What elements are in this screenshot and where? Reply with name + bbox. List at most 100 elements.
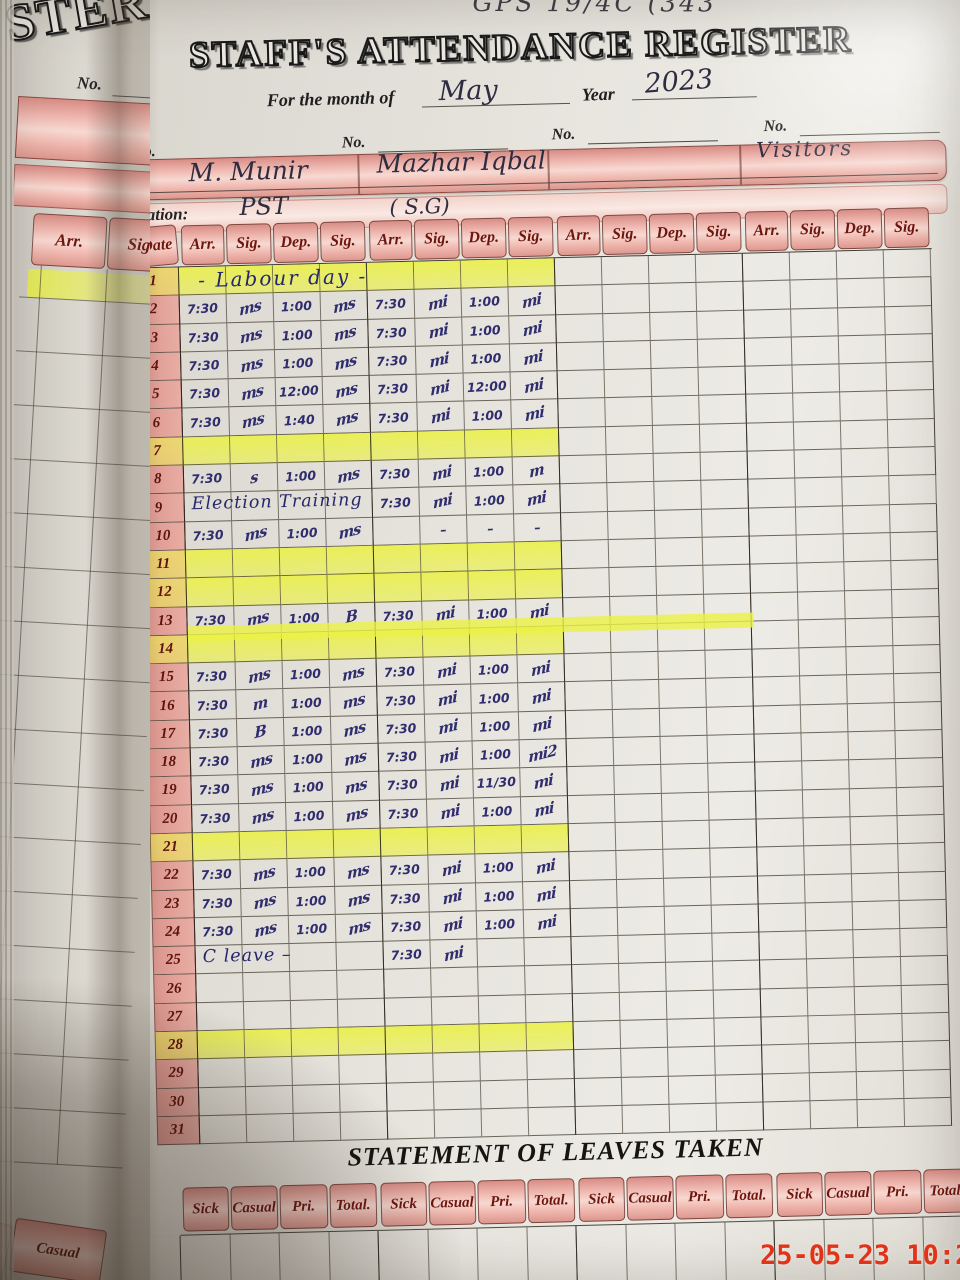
date-cell: 23 <box>151 889 195 920</box>
attendance-cell <box>893 645 942 675</box>
attendance-cell: 7:30 <box>367 318 416 348</box>
attendance-cell: 1:00 <box>465 457 514 487</box>
attendance-cell <box>567 822 617 853</box>
attendance-cell <box>469 627 518 657</box>
time-entry: 1:00 <box>483 887 516 905</box>
time-entry: 1:00 <box>288 609 321 627</box>
band-separator <box>739 145 743 185</box>
no-label-3: No. <box>551 125 576 144</box>
attendance-cell <box>659 679 707 709</box>
attendance-cell <box>851 872 900 903</box>
attendance-cell: mi <box>518 710 567 741</box>
attendance-cell <box>289 942 338 973</box>
attendance-cell <box>191 832 241 862</box>
time-entry: 7:30 <box>387 805 420 822</box>
signature-scribble: ms <box>335 378 357 403</box>
attendance-cell <box>560 511 609 542</box>
attendance-cell: mi <box>509 314 557 345</box>
attendance-column-header: Sig. <box>413 218 460 260</box>
signature-scribble: ms <box>251 804 274 829</box>
attendance-cell <box>896 758 944 788</box>
time-entry: 7:30 <box>200 866 233 884</box>
attendance-cell: 1:00 <box>472 740 521 770</box>
time-entry: 1:00 <box>286 524 319 542</box>
date-cell: 31 <box>156 1116 201 1146</box>
attendance-cell <box>233 576 282 606</box>
date-cell: 14 <box>144 635 189 665</box>
attendance-cell <box>566 766 615 796</box>
attendance-cell <box>621 1076 670 1106</box>
attendance-cell <box>806 930 854 960</box>
attendance-cell <box>809 1071 858 1102</box>
attendance-cell <box>369 431 419 461</box>
attendance-cell: 7:30 <box>193 916 243 947</box>
signature-scribble: mi <box>443 913 463 938</box>
attendance-cell: 7:30 <box>188 718 238 749</box>
attendance-cell <box>695 253 744 284</box>
attendance-cell <box>568 851 617 881</box>
attendance-cell <box>648 254 697 285</box>
attendance-cell <box>885 305 933 336</box>
attendance-cell: ms <box>322 376 371 406</box>
attendance-cell <box>900 956 949 986</box>
attendance-cell <box>658 650 707 681</box>
attendance-cell <box>793 392 841 423</box>
signature-scribble: mi <box>428 319 449 344</box>
attendance-cell <box>417 430 466 460</box>
attendance-cell: 12:00 <box>275 377 324 407</box>
attendance-cell: mi <box>429 911 478 941</box>
attendance-cell <box>521 824 570 854</box>
signature-scribble: mi <box>522 317 543 341</box>
attendance-cell: 1:00 <box>471 683 519 714</box>
date-cell: 13 <box>144 606 188 637</box>
attendance-cell <box>563 653 613 683</box>
attendance-cell <box>339 1054 387 1085</box>
time-entry: 7:30 <box>382 607 415 624</box>
attendance-cell <box>791 307 839 338</box>
attendance-cell <box>842 476 890 506</box>
attendance-cell <box>754 761 803 792</box>
attendance-cell <box>697 310 745 340</box>
signature-scribble: ms <box>241 408 264 433</box>
attendance-cell <box>668 1046 716 1077</box>
attendance-cell <box>374 629 424 659</box>
attendance-column-header: Arr. <box>744 210 789 252</box>
left-page-grid-line <box>0 1051 129 1061</box>
attendance-cell <box>480 1079 529 1110</box>
attendance-cell: 7:30 <box>378 799 428 829</box>
attendance-cell: 1:00 <box>466 485 515 516</box>
date-cell: 26 <box>153 974 197 1005</box>
attendance-cell: ms <box>321 319 369 349</box>
attendance-cell <box>699 395 747 425</box>
time-entry: 1:00 <box>479 746 512 763</box>
attendance-cell <box>853 929 901 959</box>
signature-scribble: mi <box>444 942 464 966</box>
attendance-cell <box>337 998 386 1028</box>
attendance-cell: mi <box>425 741 474 771</box>
attendance-cell <box>663 877 712 907</box>
attendance-cell <box>279 546 328 577</box>
attendance-cell <box>280 575 329 605</box>
attendance-cell <box>710 847 758 878</box>
signature-scribble: ms <box>239 323 262 349</box>
signature-scribble: mi <box>429 347 449 372</box>
attendance-cell: 7:30 <box>366 290 416 320</box>
attendance-cell <box>760 1016 810 1046</box>
attendance-cell <box>703 564 752 595</box>
left-page-grid-line <box>0 619 150 630</box>
time-entry: 7:30 <box>385 748 418 766</box>
time-entry: 12:00 <box>278 382 320 401</box>
staff1-designation: PST <box>239 191 289 221</box>
time-entry: 1:40 <box>283 411 316 429</box>
date-cell: 30 <box>155 1087 200 1118</box>
time-entry: 7:30 <box>376 352 409 370</box>
time-entry: 7:30 <box>384 691 417 709</box>
signature-scribble: ms <box>335 406 358 431</box>
attendance-cell <box>602 284 651 314</box>
attendance-cell: mi <box>523 908 572 939</box>
attendance-cell <box>232 548 281 578</box>
attendance-cell <box>803 817 852 847</box>
date-cell: 12 <box>143 578 188 608</box>
attendance-cell: mi <box>509 343 558 373</box>
